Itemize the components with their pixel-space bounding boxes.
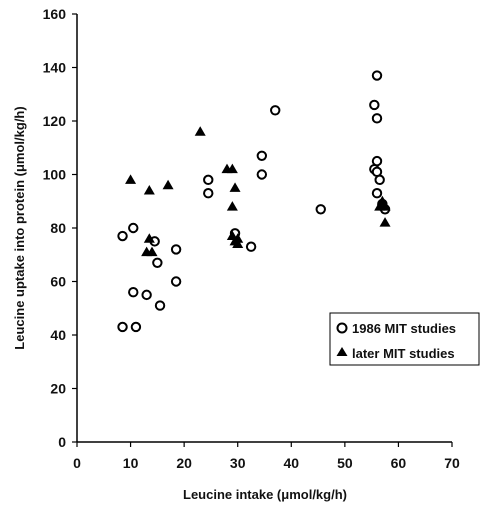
- y-tick-label: 160: [43, 6, 67, 22]
- data-point-1986: [371, 155, 383, 167]
- data-point-later: [194, 126, 206, 136]
- data-point-1986: [117, 321, 128, 333]
- data-point-later: [125, 174, 137, 184]
- data-point-later: [232, 238, 244, 249]
- data-point-later: [226, 201, 238, 211]
- data-point-1986: [170, 244, 182, 255]
- data-point-1986: [371, 113, 383, 124]
- legend-label-1986: 1986 MIT studies: [352, 321, 456, 336]
- data-point-later: [143, 233, 155, 243]
- x-tick-label: 20: [176, 455, 192, 471]
- data-point-1986: [270, 105, 281, 116]
- data-point-later: [229, 182, 241, 192]
- data-point-1986: [128, 287, 139, 298]
- data-point-later: [143, 185, 155, 195]
- data-point-later: [379, 217, 391, 227]
- data-point-later: [162, 179, 174, 190]
- x-tick-label: 0: [73, 455, 81, 471]
- legend-label-later: later MIT studies: [352, 346, 455, 361]
- data-point-1986: [170, 276, 182, 287]
- x-tick-label: 40: [283, 455, 299, 471]
- x-tick-label: 70: [444, 455, 460, 471]
- data-point-later: [226, 163, 238, 174]
- data-point-1986: [203, 188, 214, 199]
- data-point-1986: [256, 150, 268, 161]
- y-axis-title: Leucine uptake into protein (μmol/kg/h): [12, 106, 27, 349]
- data-point-1986: [371, 188, 383, 199]
- data-point-1986: [130, 321, 142, 333]
- data-point-1986: [369, 99, 380, 111]
- data-point-1986: [117, 230, 128, 242]
- data-point-1986: [371, 70, 383, 81]
- legend-marker-1986: [336, 322, 348, 334]
- data-point-later: [379, 201, 391, 211]
- data-point-1986: [245, 241, 257, 252]
- y-tick-label: 40: [50, 327, 66, 343]
- x-tick-label: 50: [337, 455, 353, 471]
- data-point-1986: [128, 222, 139, 234]
- x-tick-label: 30: [230, 455, 246, 471]
- data-point-1986: [154, 300, 166, 311]
- data-point-1986: [315, 204, 326, 215]
- data-point-1986: [152, 257, 163, 268]
- x-tick-label: 10: [123, 455, 139, 471]
- data-point-1986: [141, 289, 152, 301]
- y-axis-ticks: 0 20 40 60 80 100 120 140 160: [43, 6, 77, 450]
- y-tick-label: 80: [50, 220, 66, 236]
- y-tick-label: 0: [58, 434, 66, 450]
- legend-marker-later: [336, 347, 348, 356]
- y-tick-label: 20: [50, 381, 66, 397]
- data-point-1986: [256, 169, 268, 180]
- y-tick-label: 120: [43, 113, 67, 129]
- y-tick-label: 100: [43, 167, 67, 183]
- legend-box: [329, 312, 480, 366]
- y-tick-label: 60: [50, 274, 66, 290]
- legend: 1986 MIT studies later MIT studies: [329, 312, 480, 366]
- x-axis-ticks: 0 10 20 30 40 50 60 70: [73, 442, 460, 471]
- x-axis-title: Leucine intake (μmol/kg/h): [183, 487, 347, 502]
- y-tick-label: 140: [43, 60, 67, 76]
- data-point-later: [146, 246, 158, 257]
- x-tick-label: 60: [391, 455, 407, 471]
- data-point-1986: [374, 174, 385, 186]
- data-points: [117, 70, 391, 333]
- data-point-later: [232, 233, 244, 243]
- data-point-1986: [203, 174, 214, 186]
